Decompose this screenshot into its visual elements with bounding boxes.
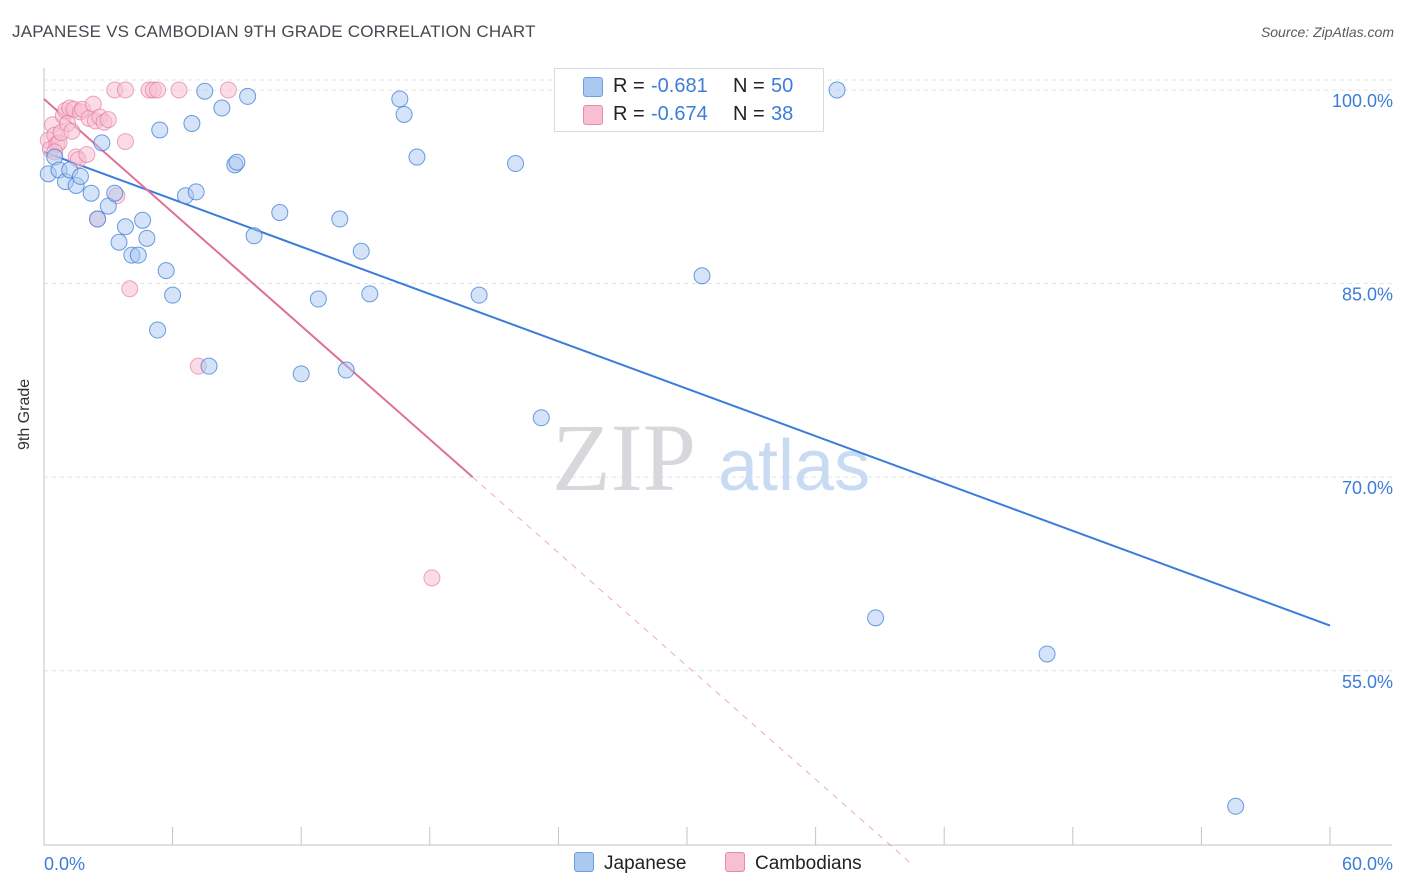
japanese-point [149,321,167,339]
bottom-legend-japanese: Japanese [574,852,686,876]
legend-r-value: -0.674 [651,103,708,125]
japanese-point [693,267,711,285]
japanese-point [867,609,885,627]
japanese-point [532,409,550,427]
x-tick-label: 60.0% [1342,854,1393,874]
japanese-point [110,233,128,251]
cambodians-point [99,111,117,129]
grid-lines [44,79,1392,672]
japanese-point [213,99,231,117]
legend-n-value: 38 [771,103,794,125]
cambodians-point [78,145,96,163]
japanese-point [470,286,488,304]
japanese-point [309,290,327,308]
japanese-point [245,227,263,245]
japanese-point [187,183,205,201]
japanese-point [196,82,214,100]
legend-r-value: -0.681 [651,75,708,97]
cambodians-point [116,81,134,99]
japanese-points [39,81,1245,815]
japanese-point [183,115,201,132]
legend-n-label: N = [733,103,765,125]
legend-r-label: R = [613,75,645,97]
japanese-point [239,87,257,105]
japanese-point [106,184,124,202]
japanese-point [271,204,289,222]
chart-title: JAPANESE VS CAMBODIAN 9TH GRADE CORRELAT… [12,22,536,41]
y-axis-label: 9th Grade [16,378,33,450]
japanese-point [828,81,846,99]
japanese-point [89,210,107,228]
cambodians-trend-line [472,476,913,865]
watermark: ZIP atlas [552,404,870,511]
cambodians-point [121,280,139,298]
japanese-legend-label: Japanese [604,853,687,874]
watermark-zip: ZIP [552,404,696,511]
cambodians-point [116,133,134,151]
cambodians-point [219,81,237,99]
japanese-point [82,184,100,202]
y-tick-label: 70.0% [1342,478,1393,498]
japanese-point [352,242,370,260]
axes [43,68,1392,846]
cambodians-legend-label: Cambodians [755,853,862,874]
japanese-point [157,262,175,280]
japanese-point [337,361,355,379]
japanese-point [507,155,525,173]
cambodians-swatch [583,105,603,125]
japanese-point [164,286,182,304]
legend-row-cambodians: R = -0.674 N = 38 [555,101,823,129]
cambodians-point [423,569,441,587]
japanese-point [134,211,152,229]
cambodians-point [63,122,81,140]
japanese-point [116,218,134,236]
japanese-legend-swatch [574,852,594,872]
cambodians-legend-swatch [725,852,745,872]
cambodians-point [170,81,188,99]
cambodians-point [149,81,167,99]
japanese-point [71,167,89,185]
y-tick-label: 85.0% [1342,285,1393,305]
source-label: Source: ZipAtlas.com [1260,24,1394,40]
japanese-point [408,148,426,166]
japanese-point [1038,645,1056,663]
japanese-point [93,134,111,152]
tick-labels: 100.0% 85.0% 70.0% 55.0% 0.0% 60.0% [44,91,1393,874]
japanese-point [331,210,349,228]
japanese-point [361,285,379,303]
legend-n-label: N = [733,75,765,97]
japanese-point [391,90,409,108]
legend-r-label: R = [613,103,645,125]
y-tick-label: 55.0% [1342,672,1393,692]
japanese-point [151,121,169,139]
legend-n-value: 50 [771,75,794,97]
japanese-point [292,365,310,383]
y-tick-label: 100.0% [1332,91,1393,111]
japanese-point [200,357,218,375]
bottom-legend-cambodians: Cambodians [725,852,862,876]
japanese-point [138,229,156,247]
japanese-point [129,246,147,264]
legend-row-japanese: R = -0.681 N = 50 [555,73,823,101]
japanese-swatch [583,77,603,97]
japanese-point [1227,797,1245,815]
japanese-point [395,105,413,123]
watermark-atlas: atlas [718,426,870,506]
cambodians-trend-line [43,98,474,478]
legend: R = -0.681 N = 50 R = -0.674 N = 38 [554,68,824,132]
x-tick-label: 0.0% [44,854,85,874]
japanese-point [228,153,246,171]
japanese-trend-line [43,150,1331,627]
